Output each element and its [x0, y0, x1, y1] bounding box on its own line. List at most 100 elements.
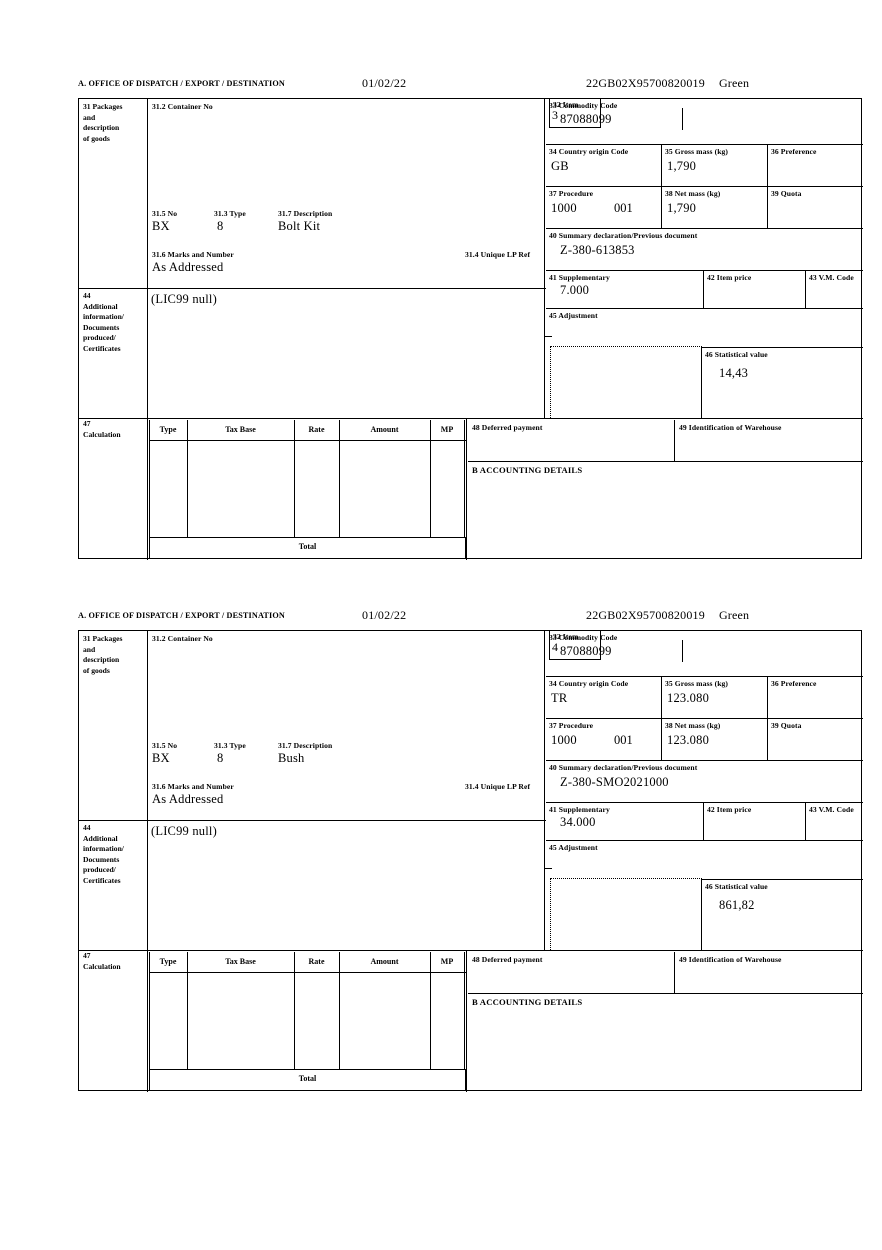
gross-mass-value: 1,790: [667, 159, 697, 173]
box36-preference: 36 Preference: [768, 145, 863, 187]
box44-stub-label: 44 Additional information/ Documents pro…: [83, 823, 145, 886]
box46-statistical-value: 46 Statistical value 14,43: [701, 347, 863, 418]
stub-line: Documents: [83, 854, 120, 864]
country-origin-value: GB: [551, 159, 569, 173]
commodity-code-value: 87088099: [560, 644, 612, 658]
stub-line: information/: [83, 844, 124, 853]
box48-deferred-payment: 48 Deferred payment: [468, 420, 675, 462]
stub-line: Certificates: [83, 343, 121, 353]
vm-code-label: 43 V.M. Code: [809, 805, 854, 814]
calculation-total-row: Total: [149, 538, 466, 559]
box47-calculation-table: Type Tax Base Rate Amount MP Total: [149, 952, 466, 1091]
box34-country-origin-code: 34 Country origin Code TR: [546, 677, 662, 719]
stub-divider: [147, 631, 148, 950]
box38-net-mass: 38 Net mass (kg) 1,790: [662, 187, 768, 229]
box45-dotted-top: [550, 346, 702, 347]
goods-description-value: Bush: [278, 751, 305, 765]
country-origin-label: 34 Country origin Code: [549, 679, 629, 688]
form-frame: 31 Packages and description of goods 44 …: [78, 630, 863, 1092]
form-header: A. OFFICE OF DISPATCH / EXPORT / DESTINA…: [78, 76, 862, 98]
box-b-accounting-details: B ACCOUNTING DETAILS: [468, 462, 863, 558]
procedure-label: 37 Procedure: [549, 721, 594, 730]
summary-declaration-label: 40 Summary declaration/Previous document: [549, 231, 698, 240]
total-label: Total: [298, 542, 317, 551]
supplementary-value: 7.000: [560, 283, 590, 297]
box40-summary-declaration: 40 Summary declaration/Previous document…: [546, 761, 863, 803]
box45-dotted-top: [550, 878, 702, 879]
packages-no-value: BX: [152, 219, 170, 233]
box49-identification-of-warehouse: 49 Identification of Warehouse: [675, 420, 863, 462]
box45-dotted-left: [550, 878, 551, 950]
declaration-date: 01/02/22: [362, 76, 407, 90]
stub-line: of goods: [83, 133, 110, 143]
reference-number: 22GB02X95700820019: [586, 608, 705, 622]
stub-line: information/: [83, 312, 124, 321]
stub-line: description: [83, 123, 120, 132]
box34-country-origin-code: 34 Country origin Code GB: [546, 145, 662, 187]
box38-net-mass: 38 Net mass (kg) 123.080: [662, 719, 768, 761]
main-column-divider: [544, 631, 545, 950]
stub-line: Calculation: [83, 961, 121, 971]
summary-declaration-label: 40 Summary declaration/Previous document: [549, 763, 698, 772]
supplementary-label: 41 Supplementary: [549, 805, 610, 814]
container-no-label: 31.2 Container No: [152, 102, 213, 111]
box45-edge-nub: [544, 336, 552, 337]
stub-line: 31 Packages: [83, 102, 123, 111]
box45-dotted-left: [550, 346, 551, 418]
box35-gross-mass: 35 Gross mass (kg) 123.080: [662, 677, 768, 719]
calculation-header-row: Type Tax Base Rate Amount MP: [149, 420, 466, 441]
box31-packages-description: 31.2 Container No 31.5 No 31.3 Type 31.7…: [149, 98, 601, 288]
stub-line: Calculation: [83, 429, 121, 439]
preference-label: 36 Preference: [771, 147, 817, 156]
box40-summary-declaration: 40 Summary declaration/Previous document…: [546, 229, 863, 271]
summary-declaration-value: Z-380-613853: [560, 243, 635, 257]
box31-stub-label: 31 Packages and description of goods: [83, 102, 145, 144]
marks-and-number-value: As Addressed: [152, 792, 224, 806]
commodity-code-separator: [682, 640, 683, 662]
deferred-payment-label: 48 Deferred payment: [472, 955, 543, 964]
column-header-rate: Rate: [308, 425, 325, 434]
box48-left-divider: [466, 418, 467, 560]
stub-line: description: [83, 655, 120, 664]
total-label: Total: [298, 1074, 317, 1083]
main-column-divider: [544, 99, 545, 418]
column-header-rate: Rate: [308, 957, 325, 966]
box47-calculation-table: Type Tax Base Rate Amount MP Total: [149, 420, 466, 559]
procedure-additional-value: 001: [614, 733, 633, 747]
declaration-date: 01/02/22: [362, 608, 407, 622]
container-no-label: 31.2 Container No: [152, 634, 213, 643]
calculation-body-rows: [149, 441, 466, 538]
box47-top-rule: [79, 418, 863, 419]
commodity-code-label: 33 Commodity Code: [549, 633, 618, 642]
box36-preference: 36 Preference: [768, 677, 863, 719]
stub-line: 44: [83, 291, 91, 300]
column-header-amount: Amount: [370, 425, 399, 434]
column-header-amount: Amount: [370, 957, 399, 966]
box39-quota: 39 Quota: [768, 187, 863, 229]
vm-code-label: 43 V.M. Code: [809, 273, 854, 282]
packages-type-value: 8: [217, 219, 224, 233]
stub-line: and: [83, 644, 96, 654]
box31-stub-label: 31 Packages and description of goods: [83, 634, 145, 676]
net-mass-label: 38 Net mass (kg): [665, 189, 721, 198]
box37-procedure: 37 Procedure 1000 001: [546, 187, 662, 229]
box-b-accounting-details: B ACCOUNTING DETAILS: [468, 994, 863, 1090]
box39-quota: 39 Quota: [768, 719, 863, 761]
stub-divider-lower: [147, 950, 148, 1092]
stub-line: and: [83, 112, 96, 122]
preference-label: 36 Preference: [771, 679, 817, 688]
packages-type-label: 31.3 Type: [214, 209, 246, 218]
box48-deferred-payment: 48 Deferred payment: [468, 952, 675, 994]
item-label: 32 Item: [553, 632, 579, 641]
goods-description-value: Bolt Kit: [278, 219, 321, 233]
box45-adjustment: 45 Adjustment: [546, 309, 863, 347]
quota-label: 39 Quota: [771, 189, 802, 198]
statistical-value-label: 46 Statistical value: [705, 882, 768, 891]
procedure-additional-value: 001: [614, 201, 633, 215]
stub-line: 47: [83, 951, 91, 960]
left-stub-column: 31 Packages and description of goods 44 …: [79, 631, 147, 1090]
procedure-label: 37 Procedure: [549, 189, 594, 198]
warehouse-identification-label: 49 Identification of Warehouse: [679, 955, 782, 964]
commodity-code-label: 33 Commodity Code: [549, 101, 618, 110]
box41-supplementary: 41 Supplementary 34.000: [546, 803, 704, 841]
